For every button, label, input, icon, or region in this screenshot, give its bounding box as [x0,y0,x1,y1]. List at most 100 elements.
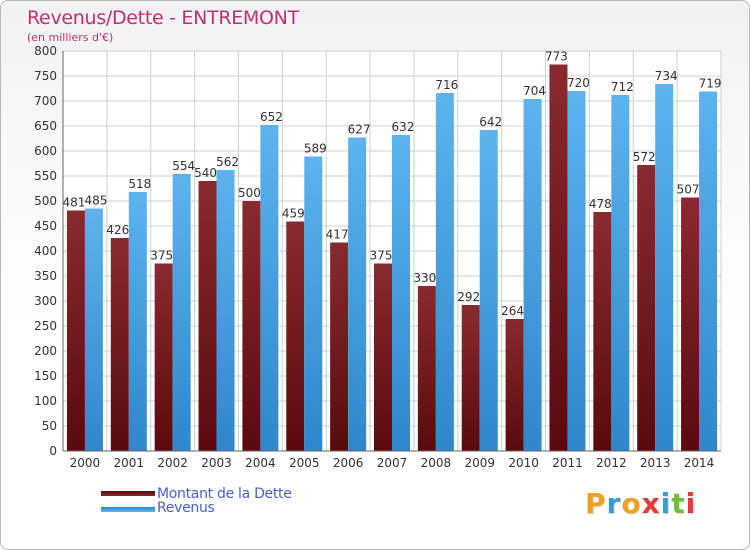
bar-revenue [611,95,630,451]
proxiti-logo: Proxiti [585,487,696,520]
data-label-debt: 459 [282,207,305,221]
x-tick-label: 2008 [421,456,452,470]
data-label-debt: 478 [589,197,612,211]
bar-revenue [523,99,542,451]
data-label-revenue: 704 [523,84,546,98]
bar-revenue [655,84,674,451]
y-tick-label: 0 [49,444,57,458]
chart-title: Revenus/Dette - ENTREMONT [27,7,299,29]
data-label-revenue: 589 [304,142,327,156]
x-tick-label: 2014 [684,456,715,470]
logo-letter: o [621,487,642,520]
y-tick-label: 500 [34,194,57,208]
bar-debt [637,165,656,451]
y-tick-label: 250 [34,319,57,333]
data-label-debt: 417 [326,228,349,242]
data-label-debt: 292 [457,290,480,304]
bar-debt [110,238,129,451]
bar-debt [549,64,568,451]
bar-debt [681,197,700,451]
x-tick-label: 2005 [289,456,320,470]
data-label-revenue: 518 [128,177,151,191]
y-tick-label: 650 [34,119,57,133]
x-tick-label: 2010 [508,456,539,470]
bar-debt [198,181,217,451]
bar-debt [505,319,524,451]
data-label-revenue: 720 [567,76,590,90]
bar-revenue [348,137,367,451]
bar-revenue [84,208,103,451]
x-tick-label: 2009 [464,456,495,470]
data-label-debt: 264 [501,304,524,318]
y-tick-label: 450 [34,219,57,233]
bar-revenue [128,192,147,451]
y-tick-label: 200 [34,344,57,358]
data-label-debt: 375 [370,249,393,263]
bar-debt [593,212,612,451]
x-tick-label: 2012 [596,456,627,470]
x-tick-label: 2002 [157,456,188,470]
data-label-debt: 330 [413,271,436,285]
y-tick-label: 50 [42,419,57,433]
x-tick-label: 2001 [114,456,145,470]
data-label-debt: 507 [677,183,700,197]
y-tick-label: 700 [34,94,57,108]
bar-debt [330,242,349,451]
bar-debt [461,305,480,451]
legend-swatch-debt [101,491,155,496]
data-label-revenue: 485 [84,194,107,208]
data-label-debt: 500 [238,186,261,200]
bar-debt [242,201,261,451]
y-tick-label: 550 [34,169,57,183]
bar-revenue [699,91,718,451]
data-label-revenue: 719 [699,77,722,91]
x-tick-label: 2003 [201,456,232,470]
y-tick-label: 750 [34,69,57,83]
legend-label-revenue: Revenus [157,500,215,516]
logo-letter: i [685,487,697,520]
data-label-revenue: 642 [479,115,502,129]
bar-revenue [479,130,498,451]
chart-subtitle: (en milliers d'€) [27,31,114,44]
bar-debt [154,263,173,451]
x-tick-label: 2011 [552,456,583,470]
y-tick-label: 400 [34,244,57,258]
logo-letter: t [671,487,686,520]
bar-revenue [567,91,586,451]
bar-debt [286,221,305,451]
bar-revenue [172,174,191,451]
bar-debt [66,210,85,451]
bar-revenue [392,135,410,451]
bar-revenue [435,93,454,451]
data-label-revenue: 716 [435,78,458,92]
data-label-revenue: 627 [348,123,371,137]
logo-letter: i [660,487,672,520]
x-tick-label: 2006 [333,456,364,470]
data-label-revenue: 712 [611,80,634,94]
x-tick-label: 2013 [640,456,671,470]
x-tick-label: 2004 [245,456,276,470]
bar-revenue [216,170,235,451]
y-tick-label: 800 [34,44,57,58]
x-tick-label: 2000 [70,456,101,470]
y-tick-label: 350 [34,269,57,283]
data-label-debt: 773 [545,50,568,64]
logo-letter: r [606,487,622,520]
y-tick-label: 600 [34,144,57,158]
bar-debt [374,263,392,451]
legend-label-debt: Montant de la Dette [157,486,292,502]
data-label-revenue: 632 [392,120,415,134]
logo-letter: x [641,487,661,520]
data-label-revenue: 734 [655,69,678,83]
data-label-debt: 375 [150,249,173,263]
x-tick-label: 2007 [377,456,408,470]
data-label-debt: 572 [633,150,656,164]
y-tick-label: 100 [34,394,57,408]
bar-revenue [260,125,279,451]
data-label-debt: 481 [62,196,85,210]
bar-revenue [304,156,323,451]
bar-debt [417,286,436,451]
y-tick-label: 150 [34,369,57,383]
